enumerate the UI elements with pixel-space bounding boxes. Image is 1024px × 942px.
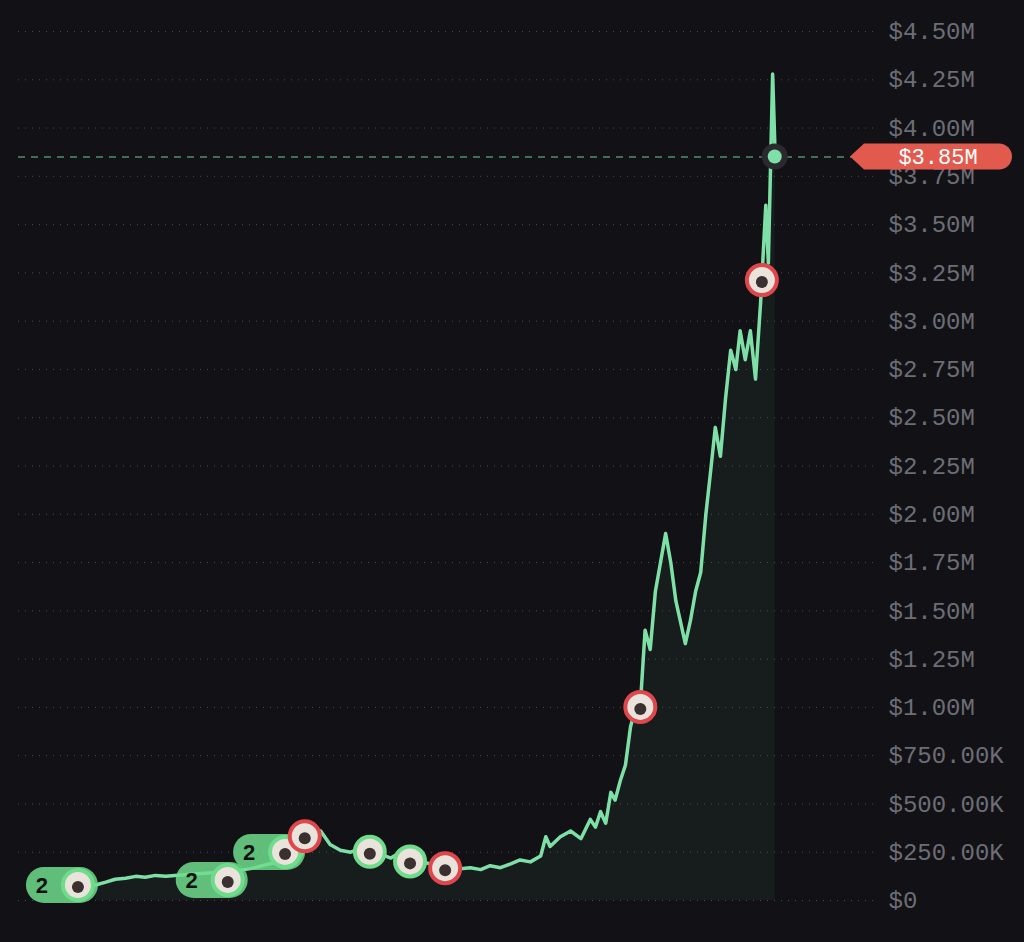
svg-text:$4.25M: $4.25M [889,67,975,94]
svg-text:$0: $0 [889,888,918,915]
svg-text:$4.00M: $4.00M [889,116,975,143]
svg-text:$1.75M: $1.75M [889,550,975,577]
svg-text:$2.50M: $2.50M [889,405,975,432]
svg-text:2: 2 [186,868,198,893]
svg-text:$1.25M: $1.25M [889,647,975,674]
svg-text:$750.00K: $750.00K [889,743,1005,770]
svg-text:$1.00M: $1.00M [889,695,975,722]
svg-text:$3.85M: $3.85M [898,146,977,171]
svg-text:$4.50M: $4.50M [889,19,975,46]
svg-text:$1.50M: $1.50M [889,599,975,626]
svg-text:$3.25M: $3.25M [889,261,975,288]
svg-text:$3.00M: $3.00M [889,309,975,336]
svg-text:$2.75M: $2.75M [889,357,975,384]
svg-text:$2.25M: $2.25M [889,454,975,481]
svg-text:$3.75M: $3.75M [888,164,975,191]
svg-text:2: 2 [243,840,255,865]
svg-text:$250.00K: $250.00K [889,840,1005,867]
svg-text:2: 2 [36,873,48,898]
svg-text:$3.50M: $3.50M [889,212,975,239]
svg-text:$500.00K: $500.00K [889,792,1005,819]
svg-text:$2.00M: $2.00M [889,502,975,529]
